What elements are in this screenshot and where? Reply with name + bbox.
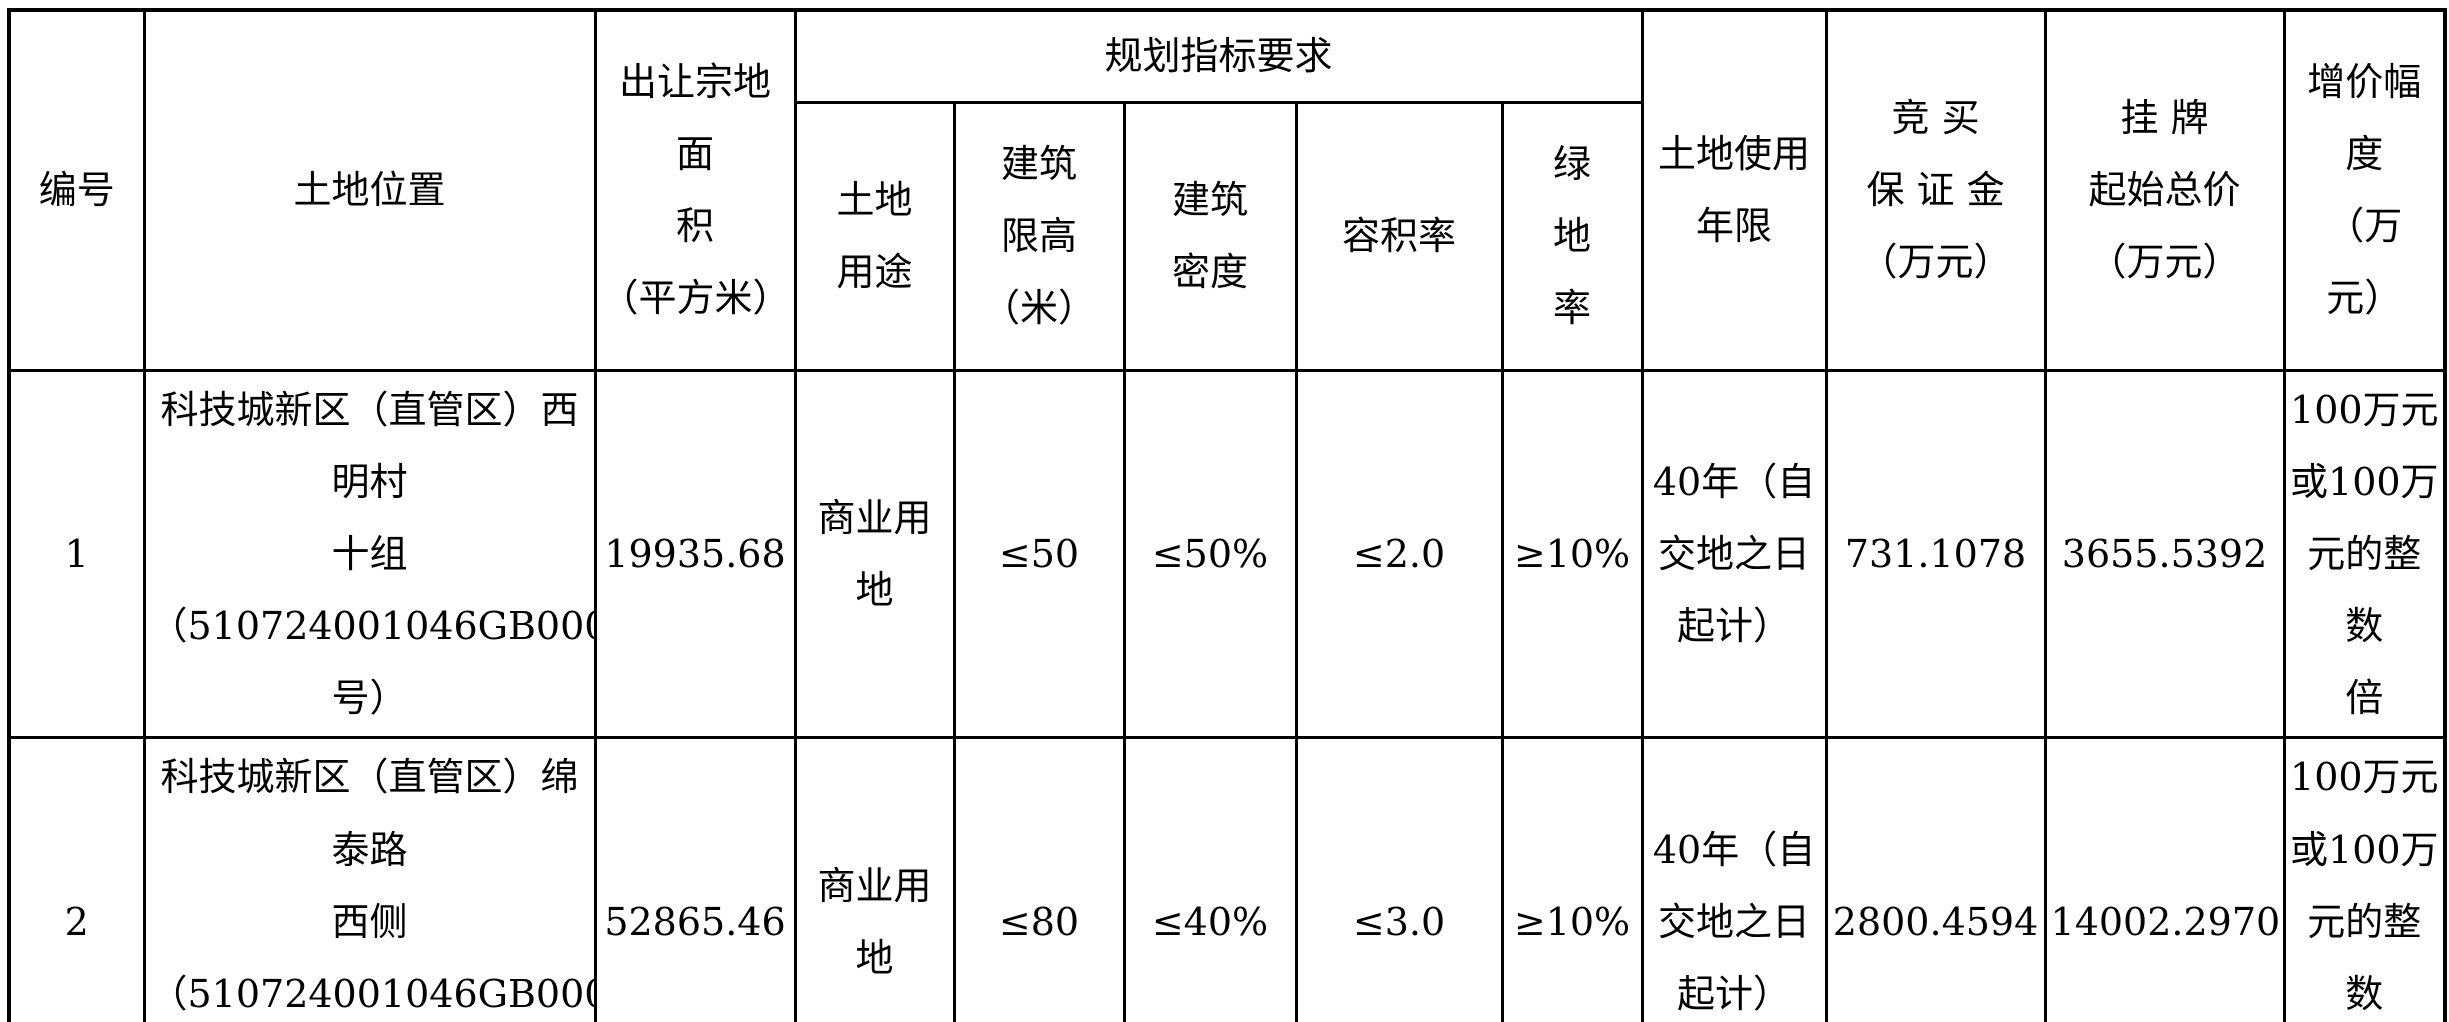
cell-tenure: 40年（自 交地之日 起计） [1640, 736, 1828, 1022]
header-tenure: 土地使用 年限 [1640, 8, 1828, 372]
cell-increment: 100万元 或100万 元的整数 倍 [2282, 736, 2447, 1022]
cell-density: ≤40% [1122, 736, 1298, 1022]
header-row-top: 编号 土地位置 出让宗地面 积 （平方米） 规划指标要求 土地使用 年限 竞 买… [7, 8, 2447, 372]
header-location: 土地位置 [142, 8, 597, 372]
header-row-sub: 土地 用途 建筑 限高 （米） 建筑 密度 容积率 绿 地 率 [9, 100, 2445, 372]
land-listing-table: 编号 土地位置 出让宗地面 积 （平方米） 规划指标要求 土地使用 年限 竞 买… [7, 8, 2448, 1022]
header-start-price: 挂 牌 起始总价 （万元） [2043, 8, 2286, 372]
cell-area: 19935.68 [593, 368, 797, 740]
header-green-rate: 绿 地 率 [1500, 100, 1644, 372]
cell-height-limit: ≤80 [952, 736, 1126, 1022]
cell-location: 科技城新区（直管区）西明村 十组（510724001046GB00012 号） [142, 368, 597, 740]
cell-far: ≤2.0 [1294, 368, 1504, 740]
header-area: 出让宗地面 积 （平方米） [593, 8, 797, 372]
cell-green-rate: ≥10% [1500, 368, 1644, 740]
header-land-use: 土地 用途 [793, 100, 956, 372]
cell-number: 2 [7, 736, 146, 1022]
cell-start-price: 3655.5392 [2043, 368, 2286, 740]
header-planning-group: 规划指标要求 [793, 8, 1644, 104]
cell-land-use: 商业用 地 [793, 368, 956, 740]
cell-increment: 100万元 或100万 元的整数 倍 [2282, 368, 2447, 740]
header-increment: 增价幅 度 （万 元） [2282, 8, 2447, 372]
header-far: 容积率 [1294, 100, 1504, 372]
table-row: 2 科技城新区（直管区）绵泰路 西侧（510724001046GB00010 号… [7, 736, 2447, 1022]
cell-deposit: 731.1078 [1824, 368, 2047, 740]
header-height-limit: 建筑 限高 （米） [952, 100, 1126, 372]
cell-start-price: 14002.2970 [2043, 736, 2286, 1022]
cell-deposit: 2800.4594 [1824, 736, 2047, 1022]
cell-height-limit: ≤50 [952, 368, 1126, 740]
cell-number: 1 [7, 368, 146, 740]
cell-far: ≤3.0 [1294, 736, 1504, 1022]
header-deposit: 竞 买 保 证 金 （万元） [1824, 8, 2047, 372]
header-number: 编号 [7, 8, 146, 372]
cell-location: 科技城新区（直管区）绵泰路 西侧（510724001046GB00010 号） [142, 736, 597, 1022]
table-row: 1 科技城新区（直管区）西明村 十组（510724001046GB00012 号… [7, 368, 2447, 740]
header-density: 建筑 密度 [1122, 100, 1298, 372]
cell-density: ≤50% [1122, 368, 1298, 740]
cell-area: 52865.46 [593, 736, 797, 1022]
cell-green-rate: ≥10% [1500, 736, 1644, 1022]
cell-tenure: 40年（自 交地之日 起计） [1640, 368, 1828, 740]
cell-land-use: 商业用 地 [793, 736, 956, 1022]
